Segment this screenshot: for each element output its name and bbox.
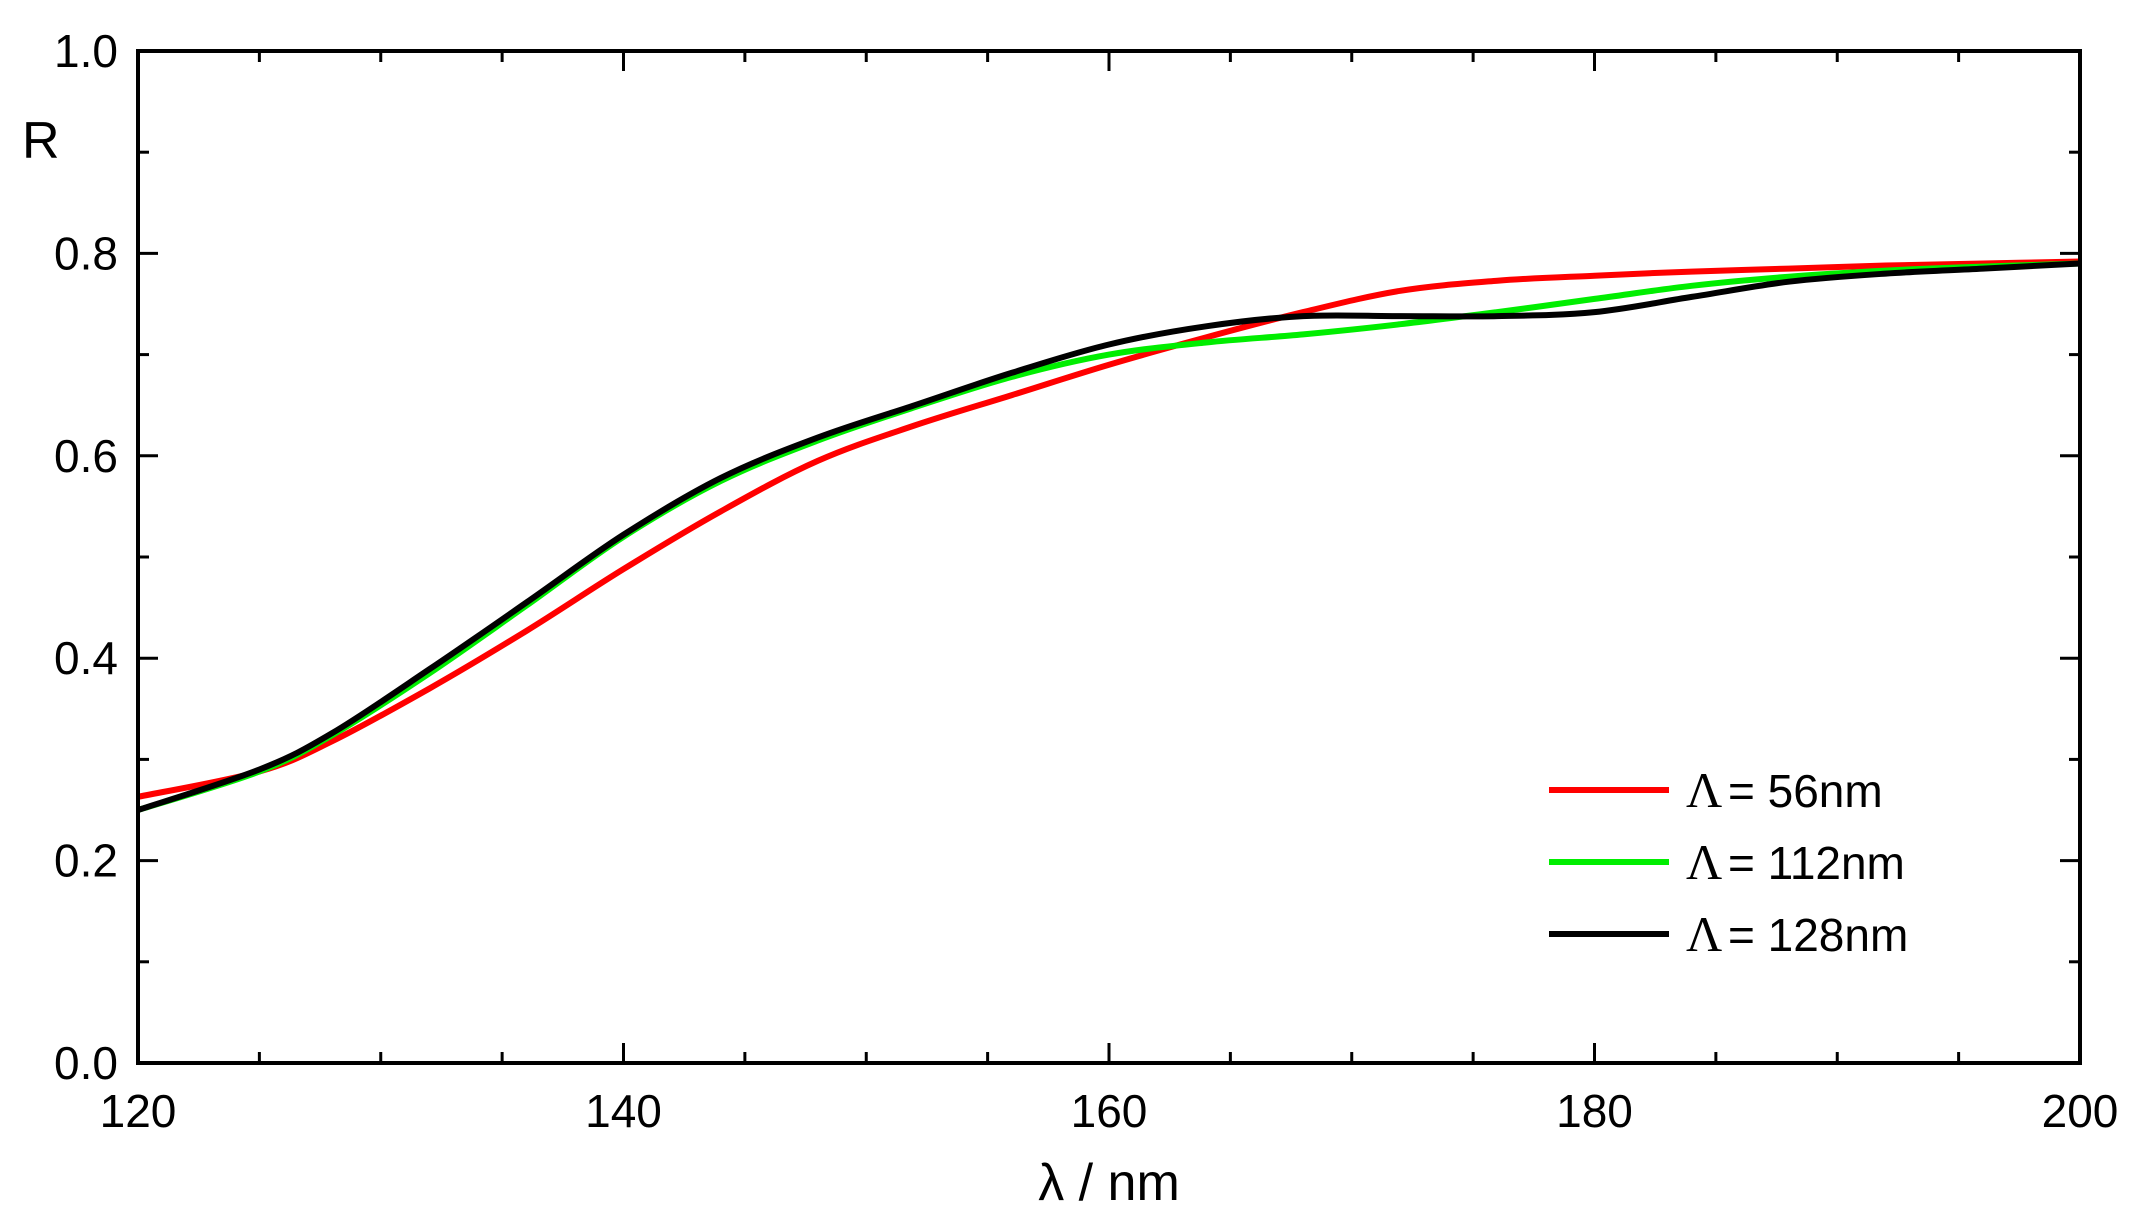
legend-symbol: Λ bbox=[1686, 834, 1722, 890]
y-tick-labels: 0.0 0.2 0.4 0.6 0.8 1.0 bbox=[54, 25, 118, 1089]
series-line-3 bbox=[137, 260, 2081, 813]
x-tick-label: 140 bbox=[585, 1085, 662, 1137]
y-axis-label: R bbox=[22, 112, 60, 170]
x-tick-label: 160 bbox=[1071, 1085, 1148, 1137]
legend-symbol: Λ bbox=[1686, 906, 1722, 962]
series-line-2 bbox=[137, 260, 2081, 813]
x-tick-label: 180 bbox=[1556, 1085, 1633, 1137]
series-layer bbox=[137, 258, 2081, 813]
y-tick-label: 0.8 bbox=[54, 227, 118, 279]
x-tick-label: 200 bbox=[2042, 1085, 2119, 1137]
y-tick-label: 0.0 bbox=[54, 1037, 118, 1089]
legend-label: = 112nm bbox=[1728, 837, 1905, 889]
y-tick-label: 0.2 bbox=[54, 835, 118, 887]
y-tick-label: 1.0 bbox=[54, 25, 118, 77]
x-tick-label: 120 bbox=[100, 1085, 177, 1137]
x-tick-labels: 120 140 160 180 200 bbox=[100, 1085, 2119, 1137]
y-tick-label: 0.6 bbox=[54, 430, 118, 482]
series-line-1 bbox=[137, 258, 2081, 800]
x-axis-label: λ / nm bbox=[1038, 1154, 1180, 1212]
legend-label: = 56nm bbox=[1728, 765, 1883, 817]
plot-frame bbox=[136, 49, 2082, 1065]
y-tick-label: 0.4 bbox=[54, 632, 118, 684]
legend-symbol: Λ bbox=[1686, 762, 1722, 818]
legend-label: = 128nm bbox=[1728, 909, 1908, 961]
